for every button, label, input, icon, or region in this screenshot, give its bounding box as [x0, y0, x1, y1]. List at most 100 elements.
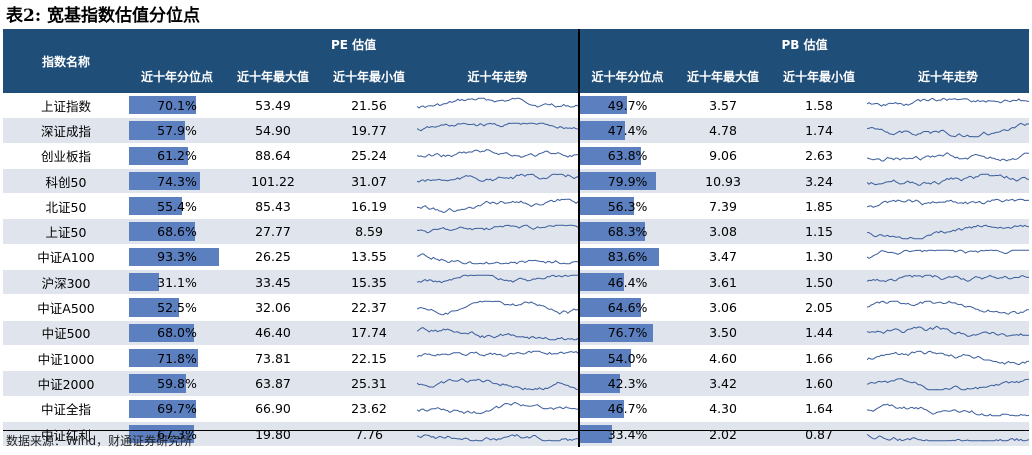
pe-trend-cell [417, 345, 580, 372]
index-name: 创业板指 [3, 143, 129, 169]
pb-max-value: 10.93 [675, 168, 772, 195]
pb-percentile-cell: 46.4% [578, 269, 676, 296]
trend-sparkline [867, 325, 1030, 337]
pe-trend-cell [417, 269, 580, 296]
percentile-bar [129, 298, 180, 317]
trend-line [867, 378, 1030, 391]
percentile-bar [129, 323, 195, 342]
trend-sparkline [417, 173, 579, 183]
percentile-bar [580, 424, 612, 444]
trend-line [417, 224, 579, 233]
pb-max-value: 4.30 [675, 396, 772, 422]
pb-trend-header: 近十年走势 [867, 59, 1030, 93]
pe-percentile-cell: 59.8% [129, 370, 225, 397]
trend-sparkline [417, 148, 579, 158]
pb-percentile-cell: 56.3% [578, 193, 676, 220]
trend-line [417, 300, 579, 315]
pe-max-value: 53.49 [225, 93, 321, 119]
index-name: 上证50 [3, 218, 129, 245]
percentile-value: 54.0% [607, 350, 648, 366]
pe-trend-cell [417, 421, 580, 448]
pb-max-value: 3.50 [675, 320, 772, 346]
percentile-bar [129, 96, 197, 115]
pb-percentile-cell: 79.9% [578, 168, 676, 195]
pb-trend-cell [867, 193, 1030, 220]
trend-line [417, 326, 579, 341]
table-row: 深证成指 57.9% 54.90 19.77 47.4% 4.78 1.74 [3, 117, 1030, 144]
pe-min-value: 25.24 [321, 143, 417, 169]
pb-max-value: 3.06 [675, 294, 772, 321]
pb-percentile-cell: 68.3% [578, 218, 676, 245]
percentile-bar [580, 399, 625, 418]
pb-trend-cell [867, 244, 1030, 271]
table-row: 中证全指 69.7% 66.90 23.62 46.7% 4.30 1.64 [3, 396, 1030, 422]
pb-min-value: 0.87 [771, 421, 868, 448]
table-row: 科创50 74.3% 101.22 31.07 79.9% 10.93 3.24 [3, 168, 1030, 195]
pe-max-value: 33.45 [225, 269, 321, 296]
pe-min-value: 16.19 [321, 193, 417, 220]
pe-percentile-cell: 67.3% [129, 421, 225, 448]
table-row: 创业板指 61.2% 88.64 25.24 63.8% 9.06 2.63 [3, 143, 1030, 169]
trend-line [867, 274, 1030, 283]
percentile-bar [129, 273, 159, 292]
pe-max-value: 101.22 [225, 168, 321, 195]
index-name: 上证指数 [3, 93, 129, 119]
pb-percentile-cell: 47.4% [578, 117, 676, 144]
percentile-value: 49.7% [607, 97, 648, 113]
percentile-value: 68.0% [157, 325, 197, 341]
trend-line [417, 253, 579, 265]
pe-percentile-cell: 52.5% [129, 294, 225, 321]
pb-min-value: 1.60 [771, 370, 868, 397]
percentile-value: 79.9% [607, 173, 648, 189]
index-name: 中证A500 [3, 294, 129, 321]
pb-min-value: 1.30 [771, 244, 868, 271]
percentile-value: 70.1% [157, 97, 197, 113]
pe-percentile-cell: 57.9% [129, 117, 225, 144]
trend-line [867, 350, 1030, 366]
pb-trend-cell [867, 143, 1030, 169]
percentile-value: 46.7% [607, 401, 648, 417]
trend-sparkline [417, 224, 579, 233]
percentile-bar [580, 96, 628, 115]
pe-min-value: 19.77 [321, 117, 417, 144]
pb-min-value: 1.85 [771, 193, 868, 220]
trend-sparkline [417, 300, 579, 315]
pe-min-value: 22.15 [321, 345, 417, 372]
pe-max-value: 32.06 [225, 294, 321, 321]
trend-line [417, 97, 579, 109]
pe-percentile-cell: 71.8% [129, 345, 225, 372]
table-row: 北证50 55.4% 85.43 16.19 56.3% 7.39 1.85 [3, 193, 1030, 220]
index-name: 中证1000 [3, 345, 129, 372]
percentile-value: 31.1% [157, 274, 197, 290]
pb-min-value: 1.74 [771, 117, 868, 144]
pb-min-value: 1.66 [771, 345, 868, 372]
source-note: 数据来源：Wind，财通证券研究所 [6, 434, 193, 448]
trend-line [867, 123, 1030, 138]
percentile-bar [580, 348, 632, 368]
pb-trend-cell [867, 269, 1030, 296]
pe-trend-cell [417, 218, 580, 245]
pb-min-value: 3.24 [771, 168, 868, 195]
table-bottom-rule [3, 430, 1029, 431]
table-row: 中证1000 71.8% 73.81 22.15 54.0% 4.60 1.66 [3, 345, 1030, 372]
percentile-value: 68.6% [157, 224, 197, 240]
percentile-value: 59.8% [157, 375, 197, 391]
pb-max-value: 4.78 [675, 117, 772, 144]
trend-sparkline [417, 326, 579, 341]
percentile-value: 42.3% [607, 375, 648, 391]
index-name: 中证红利 [3, 421, 129, 448]
table-row: 上证指数 70.1% 53.49 21.56 49.7% 3.57 1.58 [3, 93, 1030, 119]
trend-line [417, 433, 579, 442]
pe-trend-header: 近十年走势 [417, 59, 580, 93]
pb-min-value: 1.44 [771, 320, 868, 346]
percentile-value: 63.8% [607, 148, 648, 164]
pb-percentile-cell: 46.7% [578, 396, 676, 422]
pe-max-value: 88.64 [225, 143, 321, 169]
trend-sparkline [867, 224, 1030, 239]
trend-line [417, 274, 579, 284]
percentile-value: 56.3% [607, 198, 648, 214]
pe-trend-cell [417, 294, 580, 321]
pb-max-value: 4.60 [675, 345, 772, 372]
trend-sparkline [867, 123, 1030, 138]
trend-sparkline [867, 97, 1030, 107]
